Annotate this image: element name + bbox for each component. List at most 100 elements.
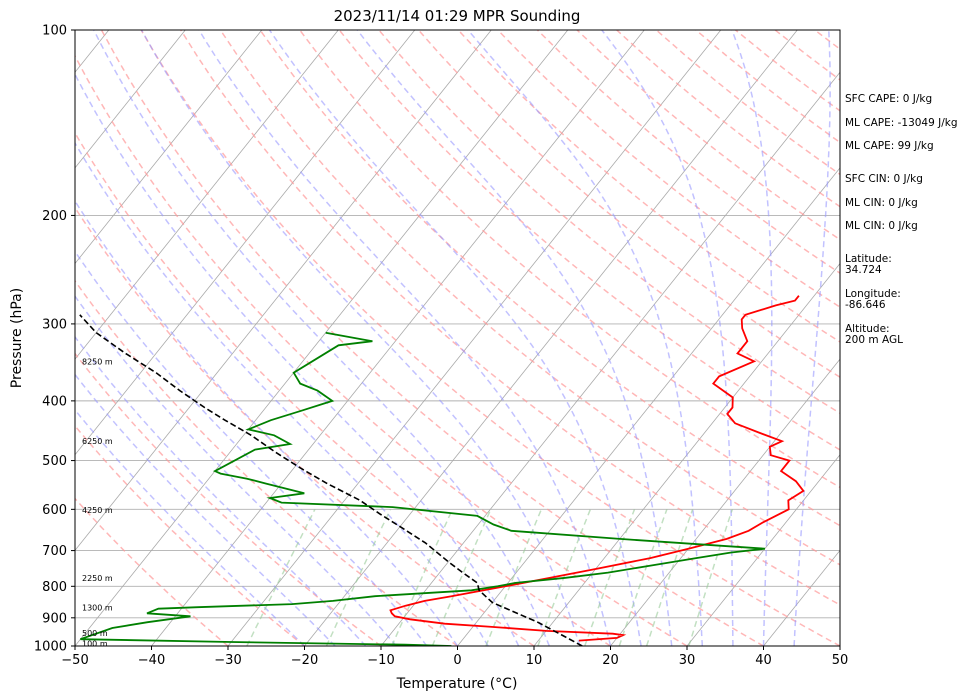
dry-adiabat (457, 30, 840, 343)
y-tick-label: 400 (42, 394, 67, 409)
sounding-annotation: -86.646 (845, 299, 886, 311)
isotherm (75, 30, 416, 456)
dry-adiabat (180, 30, 840, 606)
dewpoint-trace (80, 331, 766, 646)
moist-adiabat (75, 408, 306, 646)
height-label: 8250 m (82, 357, 113, 366)
dry-adiabat (100, 30, 764, 646)
y-tick-label: 600 (42, 503, 67, 518)
mixing-ratio-line (688, 509, 734, 646)
height-label: 100 m (82, 639, 108, 648)
moist-adiabat (140, 30, 581, 646)
moist-adiabat (198, 30, 612, 646)
moist-adiabat (731, 30, 773, 646)
sounding-annotation: 200 m AGL (845, 334, 903, 346)
isotherm (75, 30, 569, 646)
isotherm (533, 262, 840, 646)
dry-adiabat (75, 206, 535, 646)
x-tick-label: 40 (755, 653, 772, 668)
x-tick-label: −20 (291, 653, 318, 668)
chart-title: 2023/11/14 01:29 MPR Sounding (334, 7, 581, 25)
mixing-ratio-line (391, 508, 454, 646)
mixing-ratio-line (485, 509, 543, 646)
moist-adiabat (75, 141, 489, 646)
x-tick-label: 20 (602, 653, 619, 668)
sounding-annotation: SFC CIN: 0 J/kg (845, 173, 923, 185)
x-tick-label: −30 (214, 653, 241, 668)
y-tick-label: 500 (42, 454, 67, 469)
isotherm (75, 30, 339, 360)
moist-adiabat (75, 199, 459, 646)
height-label: 6250 m (82, 437, 113, 446)
sounding-annotation: Latitude: (845, 253, 892, 265)
isotherm (75, 30, 263, 265)
mixing-ratio-line (618, 509, 668, 646)
sounding-annotation: ML CAPE: 99 J/kg (845, 140, 934, 152)
sounding-annotation: Altitude: (845, 323, 890, 335)
sounding-annotation: 34.724 (845, 264, 882, 276)
sounding-annotation: SFC CAPE: 0 J/kg (845, 93, 932, 105)
sounding-parameters: SFC CAPE: 0 J/kg ML CAPE: -13049 J/kg ML C… (845, 93, 958, 346)
moist-adiabat (93, 30, 551, 646)
y-tick-label: 1000 (34, 640, 67, 655)
dry-adiabat (75, 352, 382, 646)
height-label: 4250 m (82, 506, 113, 515)
moist-adiabat (356, 30, 673, 646)
isotherm (75, 30, 186, 169)
mixing-ratio-line (325, 508, 392, 646)
moist-adiabat (601, 30, 734, 646)
dry-adiabat (417, 30, 840, 379)
x-tick-label: 10 (526, 653, 543, 668)
mixing-ratio-line (431, 509, 492, 646)
y-tick-label: 100 (42, 24, 67, 39)
isotherm (227, 30, 722, 646)
background-lines (75, 30, 840, 646)
height-label: 2250 m (82, 574, 113, 583)
mixing-ratio-line (584, 509, 636, 646)
isotherm (75, 30, 492, 552)
x-tick-label: −10 (367, 653, 394, 668)
dry-adiabat (378, 30, 840, 415)
mixing-ratio-line (645, 509, 694, 646)
y-axis-label: Pressure (hPa) (9, 288, 25, 388)
height-label: 1300 m (82, 604, 113, 613)
dry-adiabat (75, 131, 611, 646)
temperature-trace (389, 295, 805, 642)
dry-adiabat (140, 30, 840, 646)
dry-adiabat (75, 54, 688, 646)
parcel-trace (79, 314, 583, 646)
x-tick-label: −40 (138, 653, 165, 668)
isotherm (304, 30, 798, 646)
y-tick-label: 800 (42, 580, 67, 595)
isotherm (151, 30, 645, 646)
x-tick-label: 30 (679, 653, 696, 668)
y-tick-label: 200 (42, 209, 67, 224)
y-tick-label: 700 (42, 544, 67, 559)
moist-adiabat (75, 294, 397, 646)
isotherm (686, 454, 840, 646)
isotherm (380, 71, 840, 646)
axis-ticks: −50 −40 −30 −20 −10 0 10 20 30 40 50 100 200 300 400 50… (34, 24, 848, 669)
dry-adiabat (75, 497, 229, 646)
x-tick-label: 50 (832, 653, 849, 668)
sounding-annotation: Longitude: (845, 288, 901, 300)
dry-adiabat (75, 279, 458, 646)
y-tick-label: 900 (42, 611, 67, 626)
moist-adiabat (793, 30, 831, 646)
mixing-ratio-line (537, 509, 592, 646)
sounding-annotation: ML CIN: 0 J/kg (845, 220, 918, 232)
height-label: 500 m (82, 629, 108, 638)
sounding-annotation: ML CIN: 0 J/kg (845, 197, 918, 209)
moist-adiabat (467, 30, 704, 646)
moist-adiabat (75, 72, 520, 646)
mixing-ratio-line (246, 508, 316, 646)
x-tick-label: −50 (61, 653, 88, 668)
data-layer (79, 295, 805, 646)
sounding-annotation: ML CAPE: -13049 J/kg (845, 117, 958, 129)
x-tick-label: 0 (453, 653, 461, 668)
x-axis-label: Temperature (°C) (396, 676, 518, 692)
moist-adiabat (75, 373, 336, 646)
